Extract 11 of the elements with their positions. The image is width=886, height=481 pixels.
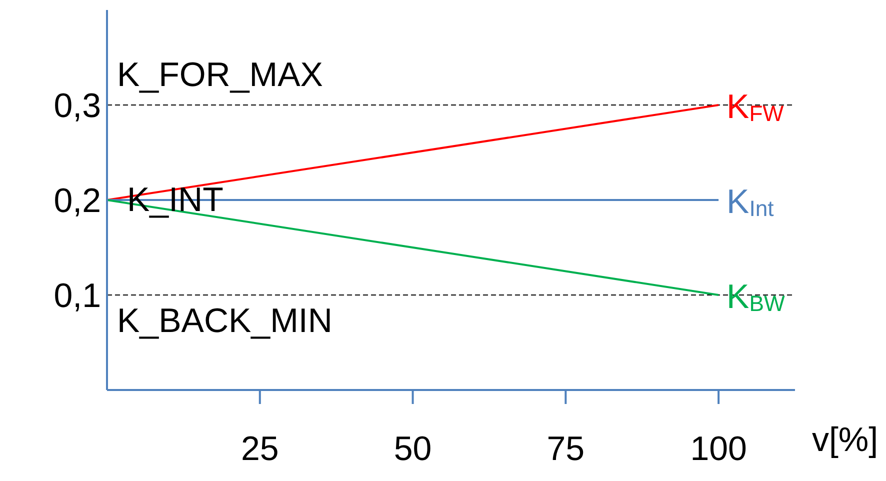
series-label: K$_{Int}$ xyxy=(726,182,774,222)
x-tick-label: 75 xyxy=(546,430,585,468)
ref-line-label: K_FOR_MAX xyxy=(117,56,323,94)
y-tick-label: 0,1 xyxy=(54,277,101,316)
x-axis-title: v[%] xyxy=(812,420,878,459)
x-tick-label: 25 xyxy=(240,430,279,468)
y-tick-label: 0,2 xyxy=(54,182,101,220)
ref-line-label: K_BACK_MIN xyxy=(117,302,332,340)
x-tick-label: 50 xyxy=(394,430,432,468)
x-tick-label: 100 xyxy=(690,430,747,468)
y-tick-label: 0,3 xyxy=(54,87,101,126)
